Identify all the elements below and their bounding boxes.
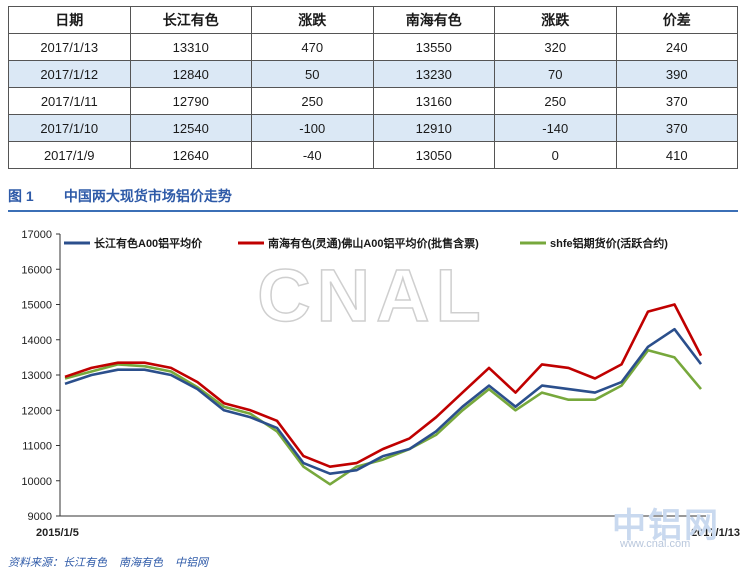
table-row: 2017/1/9 12640 -40 13050 0 410	[8, 141, 738, 169]
series-line-0	[64, 327, 703, 476]
table-row: 2017/1/10 12540 -100 12910 -140 370	[8, 114, 738, 142]
x-tick-label-end: 2017/1/13	[691, 527, 740, 539]
cell-date: 2017/1/11	[8, 87, 131, 115]
cell-nanhai: 13050	[372, 141, 495, 169]
cell-date: 2017/1/9	[8, 141, 131, 169]
cell-changjiang: 12640	[129, 141, 252, 169]
cell-change-2: -140	[494, 114, 617, 142]
header-spread: 价差	[615, 6, 738, 34]
chart-area: 9000 10000 11000 12000 13000 14000 15000 16000 1…	[0, 216, 746, 551]
figure-title: 中国两大现货市场铝价走势	[63, 188, 232, 204]
cell-changjiang: 12790	[129, 87, 252, 115]
cell-spread: 390	[615, 60, 738, 88]
source-note: 资料来源：长江有色 南海有色 中铝网	[8, 554, 220, 570]
header-changjiang: 长江有色	[129, 6, 252, 34]
series-line-1	[64, 303, 703, 468]
figure-caption: 图 1 中国两大现货市场铝价走势	[8, 186, 738, 212]
y-tick-label: 16000	[21, 264, 52, 276]
cell-change-2: 0	[494, 141, 617, 169]
legend-label: 南海有色(灵通)佛山A00铝平均价(批售含票)	[268, 236, 479, 250]
watermark-center: CNAL	[257, 254, 487, 337]
watermark-logo-text: 中铝网	[612, 507, 720, 545]
cell-change-2: 320	[494, 33, 617, 61]
header-change-2: 涨跌	[494, 6, 617, 34]
table-row: 2017/1/12 12840 50 13230 70 390	[8, 60, 738, 88]
cell-nanhai: 13230	[372, 60, 495, 88]
header-change-1: 涨跌	[251, 6, 374, 34]
cell-spread: 240	[615, 33, 738, 61]
y-tick-label: 14000	[21, 335, 52, 347]
cell-changjiang: 12840	[129, 60, 252, 88]
y-tick-label: 10000	[21, 476, 52, 488]
watermark-url: www.cnal.com	[620, 538, 691, 550]
cell-nanhai: 12910	[372, 114, 495, 142]
source-item: 长江有色	[63, 557, 107, 569]
figure-number: 图 1	[8, 188, 34, 204]
cell-nanhai: 13160	[372, 87, 495, 115]
cell-spread: 410	[615, 141, 738, 169]
cell-date: 2017/1/13	[8, 33, 131, 61]
cell-spread: 370	[615, 114, 738, 142]
y-tick-label: 9000	[28, 511, 52, 523]
cell-change-1: 250	[251, 87, 374, 115]
cell-nanhai: 13550	[372, 33, 495, 61]
cell-change-1: 470	[251, 33, 374, 61]
source-item: 中铝网	[175, 557, 208, 569]
price-table: 日期 长江有色 涨跌 南海有色 涨跌 价差 2017/1/13 13310 47…	[8, 6, 738, 169]
table-header-row: 日期 长江有色 涨跌 南海有色 涨跌 价差	[8, 6, 738, 34]
cell-changjiang: 13310	[129, 33, 252, 61]
y-tick-label: 13000	[21, 370, 52, 382]
cell-date: 2017/1/10	[8, 114, 131, 142]
legend-label: shfe铝期货价(活跃合约)	[550, 236, 668, 250]
y-tick-label: 17000	[21, 229, 52, 241]
y-tick-label: 11000	[22, 441, 52, 453]
header-nanhai: 南海有色	[372, 6, 495, 34]
y-tick-label: 12000	[21, 405, 52, 417]
cell-change-1: -100	[251, 114, 374, 142]
cell-change-2: 250	[494, 87, 617, 115]
source-label: 资料来源：	[8, 557, 63, 569]
cell-change-1: 50	[251, 60, 374, 88]
series-line-2	[64, 349, 702, 486]
cell-change-1: -40	[251, 141, 374, 169]
line-chart: 9000 10000 11000 12000 13000 14000 15000 16000 1…	[21, 229, 740, 539]
table-row: 2017/1/13 13310 470 13550 320 240	[8, 33, 738, 61]
table-row: 2017/1/11 12790 250 13160 250 370	[8, 87, 738, 115]
source-item: 南海有色	[119, 557, 163, 569]
header-date: 日期	[8, 6, 131, 34]
cell-change-2: 70	[494, 60, 617, 88]
y-tick-label: 15000	[21, 300, 52, 312]
cell-changjiang: 12540	[129, 114, 252, 142]
cell-spread: 370	[615, 87, 738, 115]
legend-label: 长江有色A00铝平均价	[94, 236, 203, 250]
cell-date: 2017/1/12	[8, 60, 131, 88]
x-tick-label-start: 2015/1/5	[36, 527, 79, 539]
